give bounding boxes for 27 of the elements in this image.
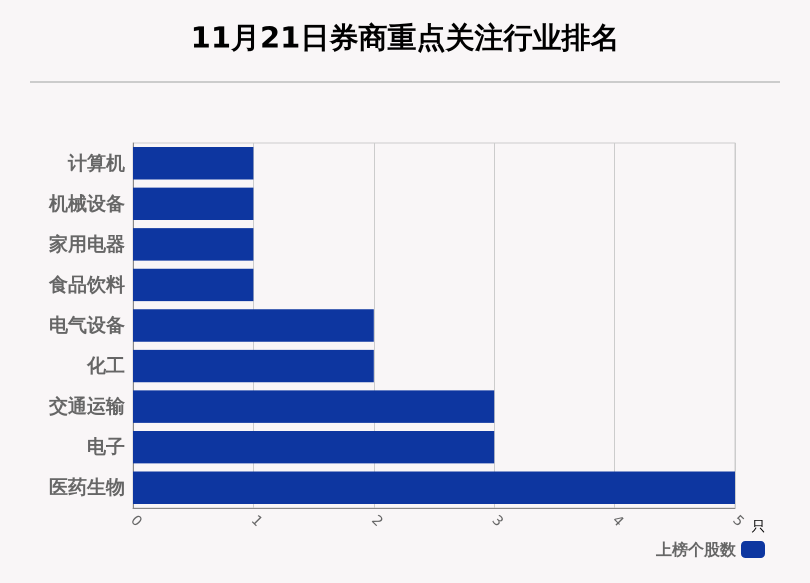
bar — [133, 268, 254, 302]
y-tick-label: 医药生物 — [49, 476, 125, 499]
bar — [133, 309, 374, 342]
bar — [133, 188, 254, 220]
y-tick-label: 家用电器 — [48, 233, 125, 256]
x-tick-label: 1 — [248, 512, 266, 530]
y-tick-label: 化工 — [86, 355, 125, 378]
bar — [133, 350, 374, 382]
y-tick-label: 电子 — [87, 436, 125, 458]
x-tick-label: 2 — [368, 512, 386, 530]
x-tick-label: 5 — [729, 512, 747, 530]
x-axis-title: 只 — [751, 519, 766, 535]
y-tick-label: 机械设备 — [48, 192, 125, 215]
x-tick-label: 0 — [127, 512, 145, 530]
y-tick-label: 计算机 — [67, 152, 125, 174]
bar — [133, 147, 254, 180]
y-tick-label: 食品饮料 — [48, 274, 125, 296]
legend-label: 上榜个股数 — [655, 540, 737, 559]
bar — [133, 430, 494, 464]
y-tick-label: 交通运输 — [48, 396, 126, 418]
y-tick-label: 电气设备 — [49, 314, 125, 336]
x-tick-label: 3 — [488, 512, 506, 530]
bar — [133, 390, 494, 423]
bar — [133, 228, 254, 261]
x-tick-label: 4 — [608, 512, 627, 530]
chart-title: 11月21日券商重点关注行业排名 — [190, 20, 620, 54]
bar — [133, 472, 735, 504]
